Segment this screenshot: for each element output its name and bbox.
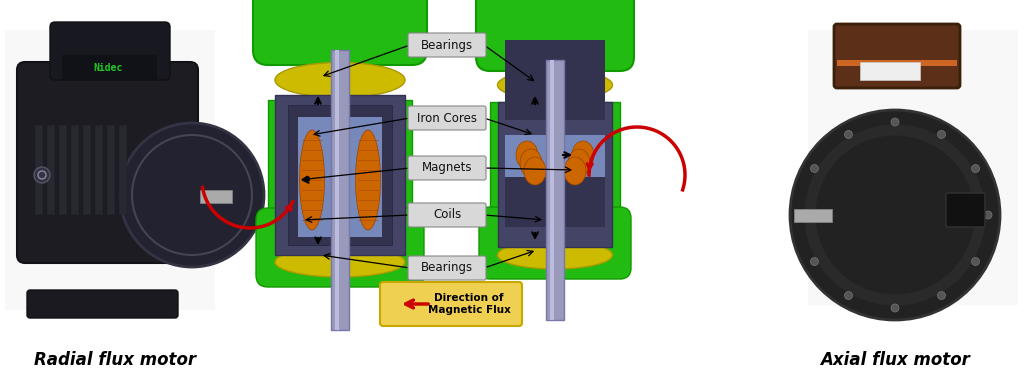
FancyBboxPatch shape (380, 282, 522, 326)
Circle shape (938, 131, 945, 138)
FancyBboxPatch shape (27, 290, 178, 318)
FancyBboxPatch shape (476, 0, 634, 71)
Bar (546, 60, 564, 320)
Circle shape (120, 123, 264, 267)
Text: Direction of
Magnetic Flux: Direction of Magnetic Flux (428, 293, 510, 315)
Bar (62, 55, 157, 80)
Circle shape (810, 257, 818, 265)
FancyBboxPatch shape (408, 106, 486, 130)
Bar (550, 60, 554, 320)
FancyBboxPatch shape (408, 33, 486, 57)
Ellipse shape (516, 141, 538, 169)
Circle shape (790, 110, 1000, 320)
Bar (95, 125, 103, 215)
Bar (837, 60, 957, 66)
FancyBboxPatch shape (50, 22, 170, 80)
Text: Iron Cores: Iron Cores (417, 112, 477, 125)
Circle shape (891, 118, 899, 126)
Circle shape (845, 291, 853, 299)
Bar (288, 105, 392, 245)
FancyBboxPatch shape (256, 208, 424, 287)
Text: Magnets: Magnets (422, 162, 472, 175)
Bar (505, 177, 605, 227)
FancyBboxPatch shape (946, 193, 985, 227)
Ellipse shape (498, 70, 612, 100)
FancyBboxPatch shape (479, 207, 631, 279)
Ellipse shape (572, 141, 594, 169)
Ellipse shape (275, 63, 406, 97)
Bar (498, 102, 612, 247)
Bar (71, 125, 79, 215)
Bar (275, 95, 406, 255)
FancyBboxPatch shape (17, 62, 198, 263)
Bar (794, 209, 831, 222)
Ellipse shape (355, 130, 381, 230)
Bar (83, 125, 91, 215)
Circle shape (810, 165, 818, 173)
Ellipse shape (568, 149, 590, 177)
Circle shape (984, 211, 992, 219)
Ellipse shape (524, 157, 546, 185)
Text: Nidec: Nidec (93, 63, 123, 73)
FancyBboxPatch shape (408, 203, 486, 227)
Bar (106, 125, 115, 215)
Circle shape (34, 167, 50, 183)
FancyBboxPatch shape (408, 156, 486, 180)
Bar (490, 102, 620, 250)
Ellipse shape (564, 157, 586, 185)
Bar (47, 125, 55, 215)
FancyBboxPatch shape (834, 24, 961, 88)
Circle shape (845, 131, 853, 138)
Bar (335, 50, 339, 330)
Ellipse shape (520, 149, 542, 177)
Bar (505, 40, 605, 120)
FancyBboxPatch shape (253, 0, 427, 65)
Bar (298, 117, 382, 237)
Circle shape (972, 165, 980, 173)
Bar (268, 100, 412, 255)
Bar (505, 135, 605, 195)
Text: Radial flux motor: Radial flux motor (34, 351, 196, 369)
Bar (59, 125, 67, 215)
Bar (200, 190, 232, 203)
Text: Axial flux motor: Axial flux motor (820, 351, 970, 369)
Bar (5, 30, 215, 310)
Bar (35, 125, 43, 215)
Ellipse shape (275, 247, 406, 277)
Bar (119, 125, 127, 215)
FancyBboxPatch shape (408, 256, 486, 280)
Text: Bearings: Bearings (421, 39, 473, 52)
Circle shape (891, 304, 899, 312)
Circle shape (798, 211, 806, 219)
Bar (860, 62, 920, 80)
Bar (808, 30, 1018, 305)
Ellipse shape (498, 241, 612, 269)
Circle shape (972, 257, 980, 265)
Text: Bearings: Bearings (421, 262, 473, 275)
Ellipse shape (299, 130, 325, 230)
Text: Coils: Coils (433, 209, 461, 222)
Circle shape (938, 291, 945, 299)
Bar (331, 50, 349, 330)
